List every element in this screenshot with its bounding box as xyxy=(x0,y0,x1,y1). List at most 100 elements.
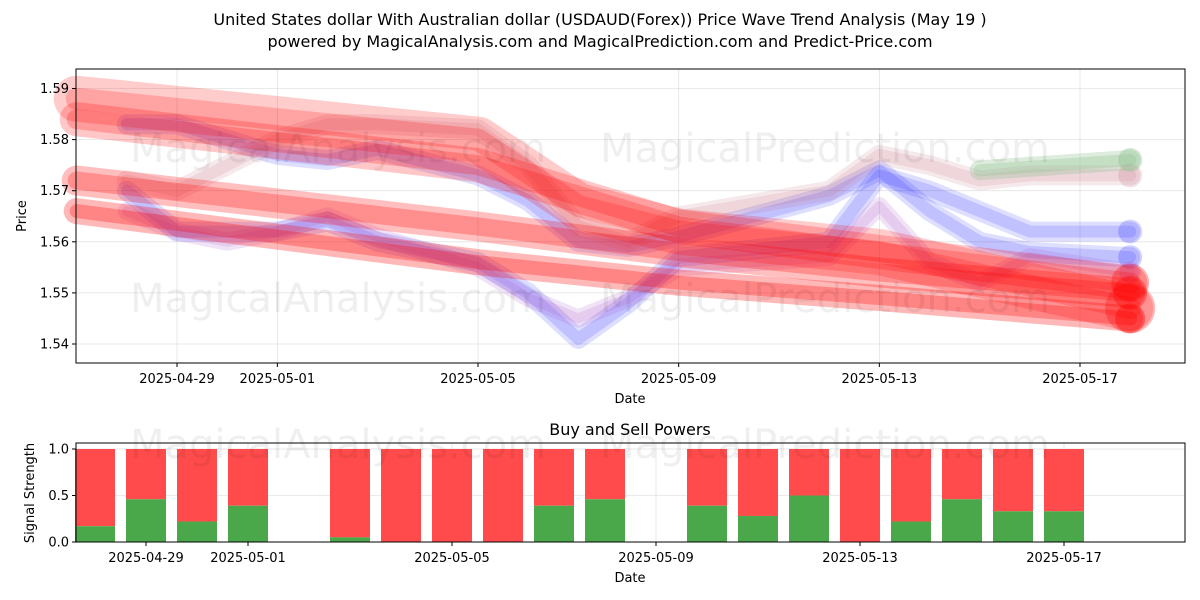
price-chart-panel: MagicalAnalysis.com MagicalPrediction.co… xyxy=(15,68,1186,407)
chart-title-line2: powered by MagicalAnalysis.com and Magic… xyxy=(267,32,932,51)
price-y-tick-label: 1.57 xyxy=(40,184,69,199)
signal-bars xyxy=(75,449,1084,542)
price-band-6 xyxy=(61,165,1146,308)
buy-bar xyxy=(891,521,931,542)
price-band-5 xyxy=(59,102,1148,300)
price-band-4 xyxy=(120,118,1137,248)
price-x-label: Date xyxy=(614,392,645,407)
price-band-1 xyxy=(116,114,1141,268)
signal-y-tick-label: 1.0 xyxy=(48,443,69,458)
signal-x-tick-label: 2025-05-05 xyxy=(414,551,490,566)
buy-bar xyxy=(534,505,574,542)
sell-bar xyxy=(585,449,625,500)
signal-y-ticks: 0.0 0.5 1.0 xyxy=(48,443,76,551)
buy-bar xyxy=(1044,511,1084,542)
sell-bar xyxy=(1044,449,1084,512)
price-band-8 xyxy=(65,87,1142,320)
price-band-9 xyxy=(973,154,1137,177)
price-bands xyxy=(53,75,1156,349)
buy-bar xyxy=(330,537,370,542)
price-band-end-5 xyxy=(1111,263,1150,302)
sell-bar xyxy=(738,449,778,516)
price-plot-frame xyxy=(75,68,1186,364)
sell-bar xyxy=(75,449,115,527)
price-band-end-7 xyxy=(1115,303,1146,334)
price-x-tick-label: 2025-05-13 xyxy=(842,372,918,387)
buy-bar xyxy=(789,495,829,542)
price-band-7 xyxy=(63,198,1144,332)
price-band-2 xyxy=(116,165,1141,349)
sell-bar xyxy=(840,449,880,542)
price-y-tick-label: 1.54 xyxy=(40,338,69,353)
watermark-analysis-bottom: MagicalAnalysis.com xyxy=(130,422,546,468)
watermark-prediction-bottom: MagicalPrediction.com xyxy=(600,422,1050,468)
signal-chart-panel: Buy and Sell Powers MagicalAnalysis.com … xyxy=(23,420,1186,586)
buy-bar xyxy=(177,521,217,542)
sell-bar xyxy=(432,449,472,542)
price-x-tick-label: 2025-05-05 xyxy=(440,372,516,387)
sell-bar xyxy=(993,449,1033,512)
signal-y-tick-label: 0.0 xyxy=(48,536,69,551)
price-y-tick-label: 1.55 xyxy=(40,286,69,301)
price-y-label: Price xyxy=(15,200,30,232)
watermark-analysis-mid: MagicalAnalysis.com xyxy=(130,276,546,322)
price-band-6 xyxy=(67,171,1140,302)
buy-bar xyxy=(75,526,115,542)
signal-x-ticks: 2025-04-29 2025-05-01 2025-05-05 2025-05-09… xyxy=(108,542,1102,566)
sell-bar xyxy=(177,449,217,522)
sell-bar xyxy=(228,449,268,506)
price-x-tick-label: 2025-05-17 xyxy=(1042,372,1118,387)
price-band-3 xyxy=(117,197,1140,328)
price-band-end-6 xyxy=(1113,275,1148,310)
price-band-1 xyxy=(120,118,1137,264)
price-band-2 xyxy=(120,169,1137,345)
buy-bar xyxy=(687,505,727,542)
buy-bar xyxy=(993,511,1033,542)
price-band-end-9 xyxy=(1118,148,1143,173)
buy-bar xyxy=(228,505,268,542)
price-x-tick-label: 2025-05-01 xyxy=(240,372,316,387)
signal-x-tick-label: 2025-05-13 xyxy=(822,551,898,566)
signal-x-tick-label: 2025-05-09 xyxy=(618,551,694,566)
buy-bar xyxy=(585,499,625,542)
sell-bar xyxy=(942,449,982,500)
signal-y-label: Signal Strength xyxy=(23,443,38,543)
price-band-8 xyxy=(53,75,1154,332)
sell-bar xyxy=(789,449,829,496)
buy-bar xyxy=(126,499,166,542)
buy-bar xyxy=(738,515,778,542)
price-band-end-3 xyxy=(1119,261,1142,284)
price-band-end-1 xyxy=(1118,245,1143,270)
sell-bar xyxy=(126,449,166,500)
signal-x-label: Date xyxy=(614,571,645,586)
price-band-5 xyxy=(66,109,1141,293)
signal-chart-title: Buy and Sell Powers xyxy=(549,420,711,439)
watermark-prediction-top: MagicalPrediction.com xyxy=(600,126,1050,172)
signal-x-tick-label: 2025-05-01 xyxy=(210,551,286,566)
chart-title-line1: United States dollar With Australian dol… xyxy=(213,10,986,29)
signal-plot-frame xyxy=(75,442,1186,543)
price-x-tick-label: 2025-04-29 xyxy=(139,372,215,387)
price-band-end-2 xyxy=(1118,219,1143,244)
sell-bar xyxy=(483,449,523,542)
signal-x-tick-label: 2025-04-29 xyxy=(108,551,184,566)
sell-bar xyxy=(381,449,421,542)
sell-bar xyxy=(687,449,727,506)
sell-bar xyxy=(891,449,931,522)
price-grid xyxy=(76,69,1185,363)
price-band-7 xyxy=(69,204,1138,326)
signal-y-tick-label: 0.5 xyxy=(48,489,69,504)
price-band-9 xyxy=(969,150,1141,181)
price-x-tick-label: 2025-05-09 xyxy=(641,372,717,387)
price-band-end-8 xyxy=(1105,283,1156,334)
price-y-ticks: 1.54 1.55 1.56 1.57 1.58 1.59 xyxy=(40,82,76,353)
price-x-ticks: 2025-04-29 2025-05-01 2025-05-05 2025-05-09… xyxy=(139,363,1118,387)
price-y-tick-label: 1.58 xyxy=(40,133,69,148)
buy-bar xyxy=(942,499,982,542)
watermark-analysis-top: MagicalAnalysis.com xyxy=(130,126,546,172)
price-y-tick-label: 1.56 xyxy=(40,235,69,250)
price-band-end-4 xyxy=(1118,163,1143,188)
watermark-prediction-mid: MagicalPrediction.com xyxy=(600,276,1050,322)
price-band-4 xyxy=(116,114,1141,252)
